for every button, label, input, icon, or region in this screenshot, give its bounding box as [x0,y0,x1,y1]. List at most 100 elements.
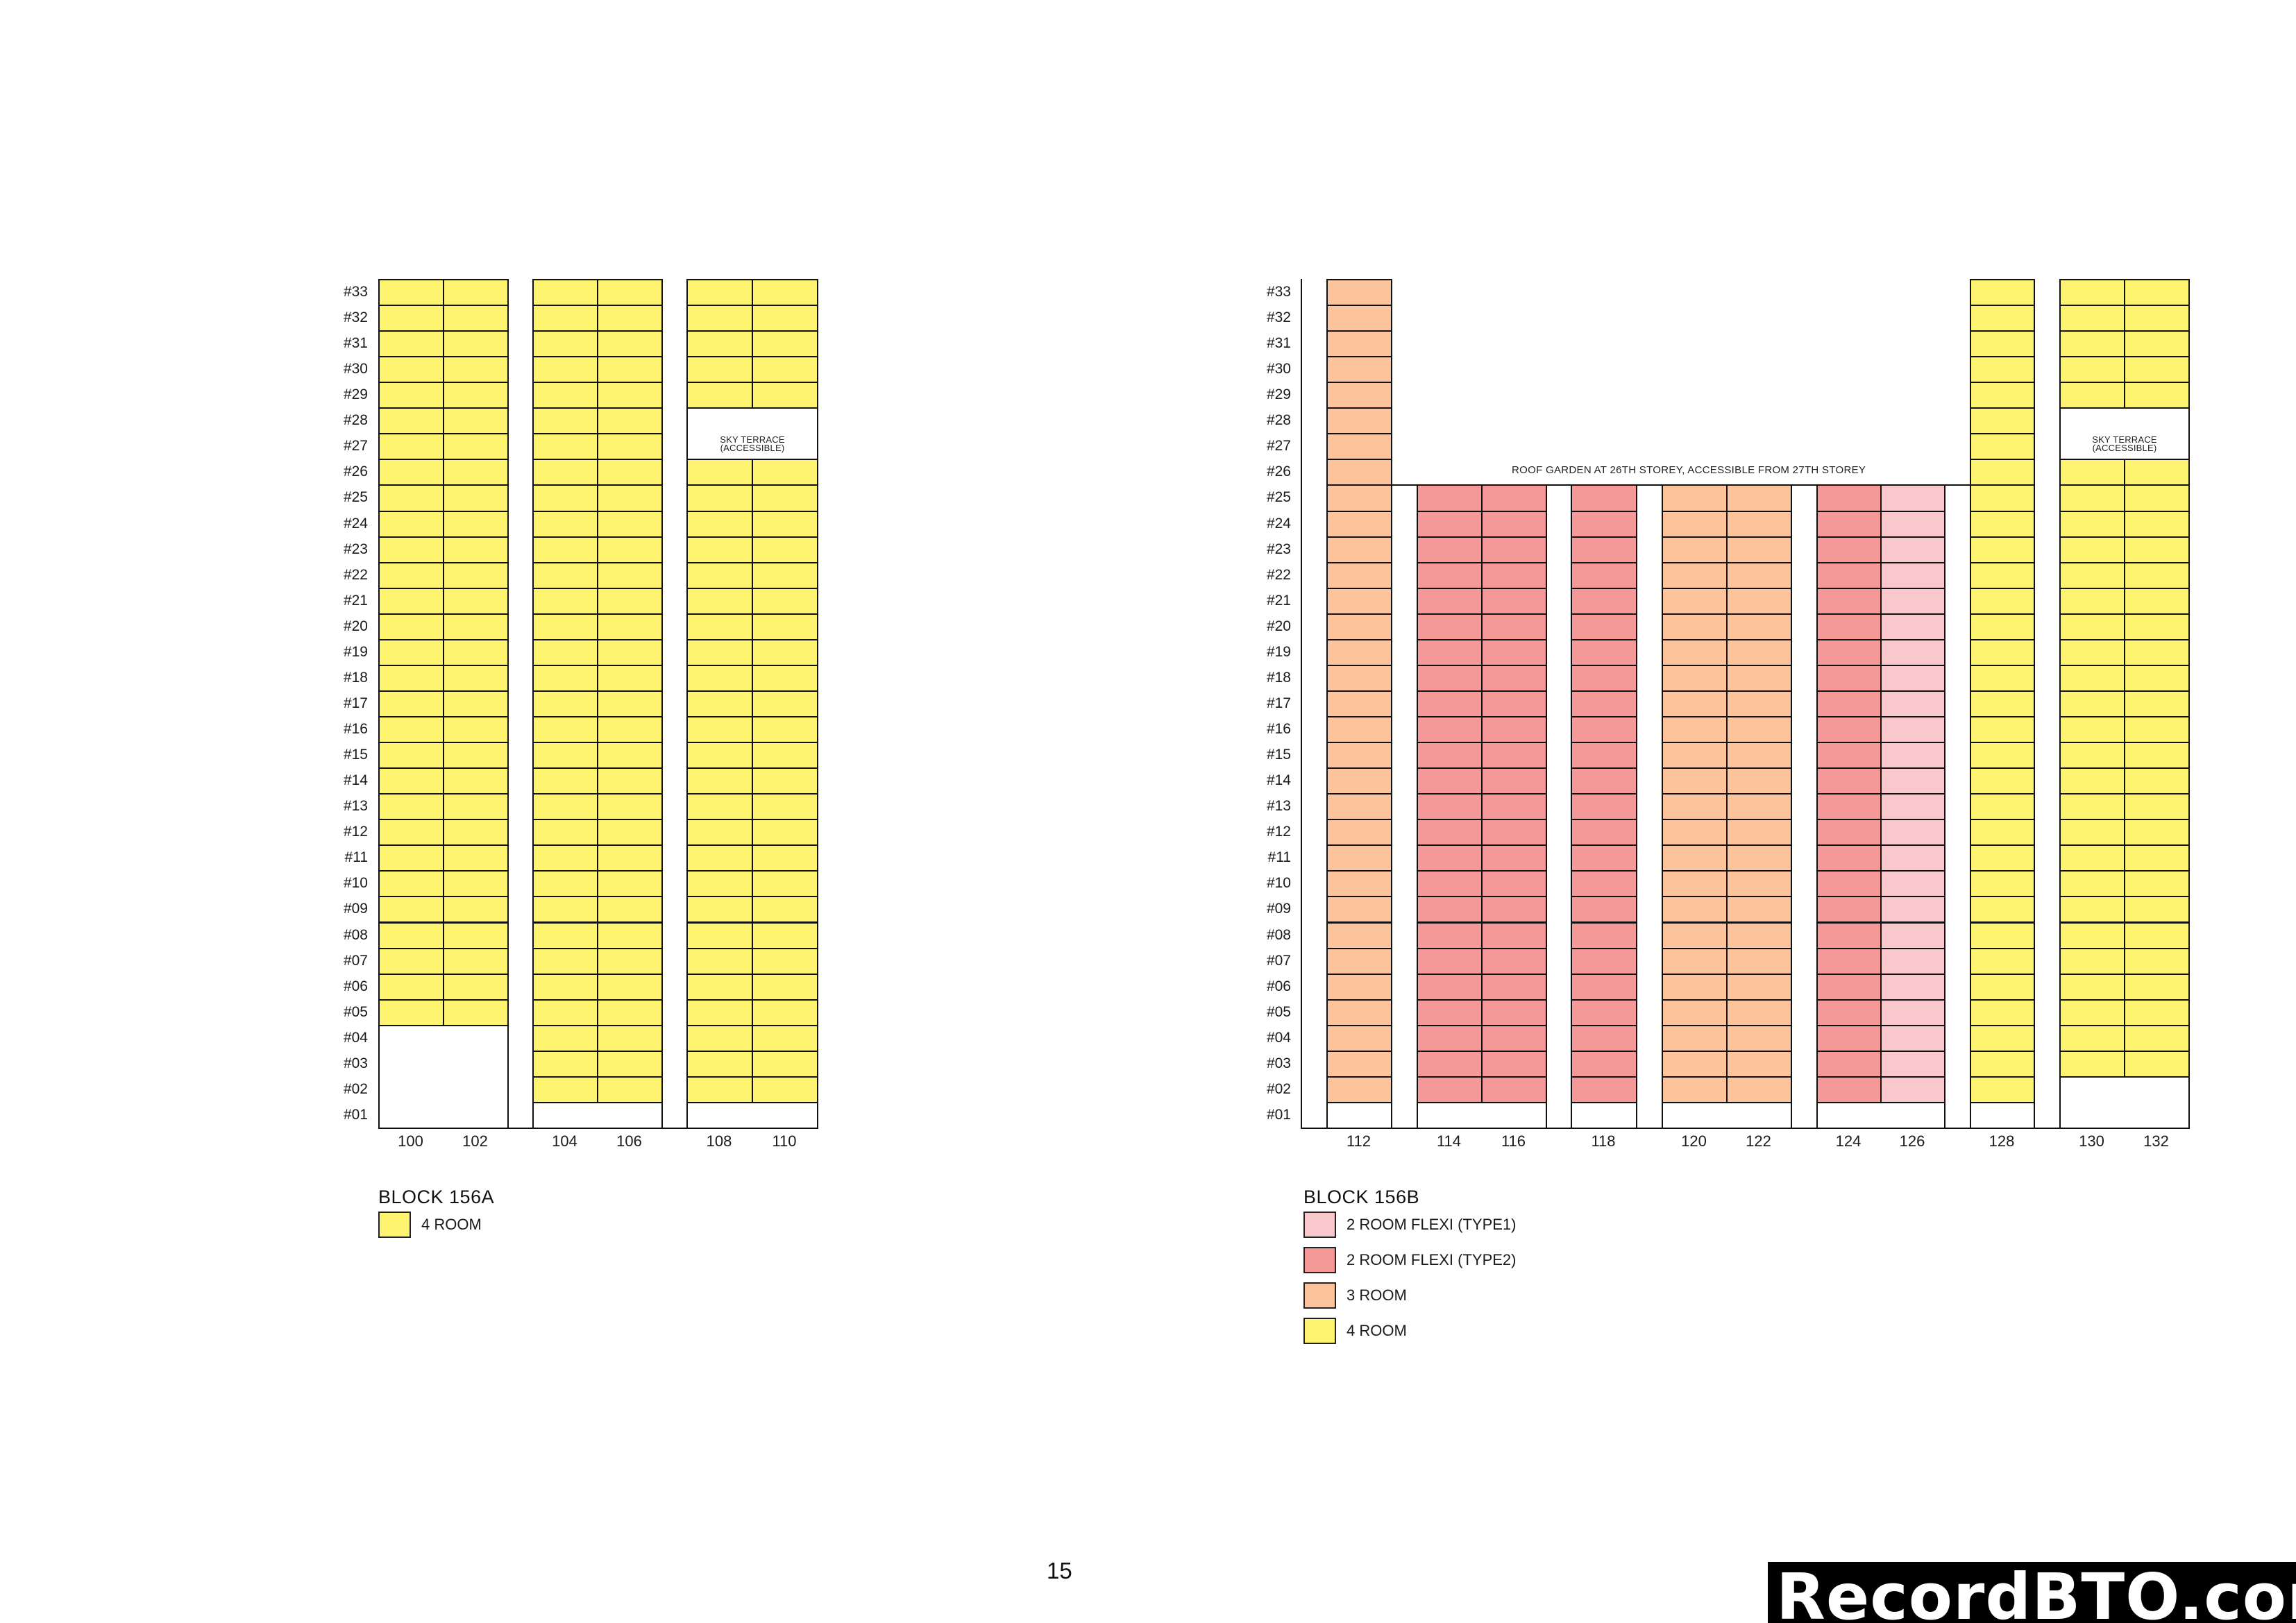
unit-cell-156B-122-19[interactable] [1726,638,1792,666]
unit-cell-156B-112-30[interactable] [1326,356,1392,384]
unit-cell-156B-116-04[interactable] [1481,1024,1547,1052]
unit-cell-156A-106-18[interactable] [597,664,663,692]
unit-cell-156B-114-03[interactable] [1417,1050,1483,1078]
unit-cell-156B-132-30[interactable] [2124,356,2190,384]
unit-cell-156B-126-22[interactable] [1880,561,1945,589]
unit-cell-156B-112-03[interactable] [1326,1050,1392,1078]
unit-cell-156B-120-12[interactable] [1662,819,1728,847]
unit-cell-156B-120-13[interactable] [1662,793,1728,821]
unit-cell-156A-108-18[interactable] [686,664,753,692]
unit-cell-156A-104-22[interactable] [532,561,598,589]
unit-cell-156A-110-24[interactable] [752,510,818,538]
unit-cell-156B-112-12[interactable] [1326,819,1392,847]
unit-cell-156B-114-17[interactable] [1417,690,1483,717]
unit-cell-156A-106-19[interactable] [597,638,663,666]
unit-cell-156B-132-24[interactable] [2124,510,2190,538]
unit-cell-156B-120-07[interactable] [1662,947,1728,975]
unit-cell-156B-128-03[interactable] [1970,1050,2035,1078]
unit-cell-156B-114-24[interactable] [1417,510,1483,538]
unit-cell-156A-106-09[interactable] [597,896,663,924]
unit-cell-156B-114-10[interactable] [1417,870,1483,898]
unit-cell-156A-100-06[interactable] [378,973,444,1001]
unit-cell-156A-100-17[interactable] [378,690,444,717]
unit-cell-156B-126-16[interactable] [1880,716,1945,744]
unit-cell-156B-128-11[interactable] [1970,844,2035,872]
unit-cell-156B-132-13[interactable] [2124,793,2190,821]
unit-cell-156A-110-09[interactable] [752,896,818,924]
unit-cell-156B-122-07[interactable] [1726,947,1792,975]
unit-cell-156A-110-04[interactable] [752,1024,818,1052]
unit-cell-156B-132-18[interactable] [2124,664,2190,692]
unit-cell-156A-110-17[interactable] [752,690,818,717]
unit-cell-156B-130-33[interactable] [2059,279,2125,307]
unit-cell-156A-102-08[interactable] [443,921,509,949]
unit-cell-156A-110-33[interactable] [752,279,818,307]
unit-cell-156A-104-03[interactable] [532,1050,598,1078]
unit-cell-156B-112-10[interactable] [1326,870,1392,898]
unit-cell-156B-118-12[interactable] [1571,819,1637,847]
unit-cell-156B-116-22[interactable] [1481,561,1547,589]
unit-cell-156A-104-18[interactable] [532,664,598,692]
unit-cell-156B-126-24[interactable] [1880,510,1945,538]
unit-cell-156B-126-08[interactable] [1880,921,1945,949]
unit-cell-156B-132-07[interactable] [2124,947,2190,975]
unit-cell-156A-110-26[interactable] [752,459,818,486]
unit-cell-156B-120-05[interactable] [1662,999,1728,1026]
unit-cell-156B-114-14[interactable] [1417,767,1483,795]
unit-cell-156A-102-15[interactable] [443,742,509,770]
unit-cell-156B-124-10[interactable] [1816,870,1882,898]
unit-cell-156A-108-23[interactable] [686,536,753,563]
unit-cell-156B-120-19[interactable] [1662,638,1728,666]
unit-cell-156B-112-23[interactable] [1326,536,1392,563]
unit-cell-156B-126-05[interactable] [1880,999,1945,1026]
unit-cell-156B-132-25[interactable] [2124,484,2190,512]
unit-cell-156B-112-24[interactable] [1326,510,1392,538]
unit-cell-156B-122-14[interactable] [1726,767,1792,795]
unit-cell-156B-114-09[interactable] [1417,896,1483,924]
unit-cell-156A-102-17[interactable] [443,690,509,717]
unit-cell-156B-128-05[interactable] [1970,999,2035,1026]
unit-cell-156A-104-32[interactable] [532,305,598,332]
unit-cell-156B-130-21[interactable] [2059,587,2125,615]
unit-cell-156A-110-03[interactable] [752,1050,818,1078]
unit-cell-156A-100-09[interactable] [378,896,444,924]
unit-cell-156A-106-25[interactable] [597,484,663,512]
unit-cell-156B-130-07[interactable] [2059,947,2125,975]
unit-cell-156A-110-11[interactable] [752,844,818,872]
unit-cell-156B-116-12[interactable] [1481,819,1547,847]
unit-cell-156B-130-30[interactable] [2059,356,2125,384]
unit-cell-156A-106-17[interactable] [597,690,663,717]
unit-cell-156B-126-06[interactable] [1880,973,1945,1001]
unit-cell-156B-128-33[interactable] [1970,279,2035,307]
unit-cell-156B-128-10[interactable] [1970,870,2035,898]
unit-cell-156B-130-17[interactable] [2059,690,2125,717]
unit-cell-156B-112-04[interactable] [1326,1024,1392,1052]
unit-cell-156B-122-20[interactable] [1726,613,1792,640]
unit-cell-156B-118-25[interactable] [1571,484,1637,512]
unit-cell-156B-132-16[interactable] [2124,716,2190,744]
unit-cell-156B-124-06[interactable] [1816,973,1882,1001]
unit-cell-156B-132-14[interactable] [2124,767,2190,795]
unit-cell-156A-104-25[interactable] [532,484,598,512]
unit-cell-156B-118-18[interactable] [1571,664,1637,692]
unit-cell-156B-120-18[interactable] [1662,664,1728,692]
unit-cell-156B-122-24[interactable] [1726,510,1792,538]
unit-cell-156B-114-22[interactable] [1417,561,1483,589]
unit-cell-156A-104-26[interactable] [532,459,598,486]
unit-cell-156B-124-21[interactable] [1816,587,1882,615]
unit-cell-156A-110-18[interactable] [752,664,818,692]
unit-cell-156A-110-21[interactable] [752,587,818,615]
unit-cell-156A-100-33[interactable] [378,279,444,307]
unit-cell-156B-124-08[interactable] [1816,921,1882,949]
unit-cell-156A-104-23[interactable] [532,536,598,563]
unit-cell-156B-132-33[interactable] [2124,279,2190,307]
unit-cell-156B-120-09[interactable] [1662,896,1728,924]
unit-cell-156A-102-10[interactable] [443,870,509,898]
unit-cell-156A-104-27[interactable] [532,433,598,461]
unit-cell-156B-114-15[interactable] [1417,742,1483,770]
unit-cell-156A-102-30[interactable] [443,356,509,384]
unit-cell-156B-124-23[interactable] [1816,536,1882,563]
unit-cell-156A-108-12[interactable] [686,819,753,847]
unit-cell-156B-120-20[interactable] [1662,613,1728,640]
unit-cell-156A-106-20[interactable] [597,613,663,640]
